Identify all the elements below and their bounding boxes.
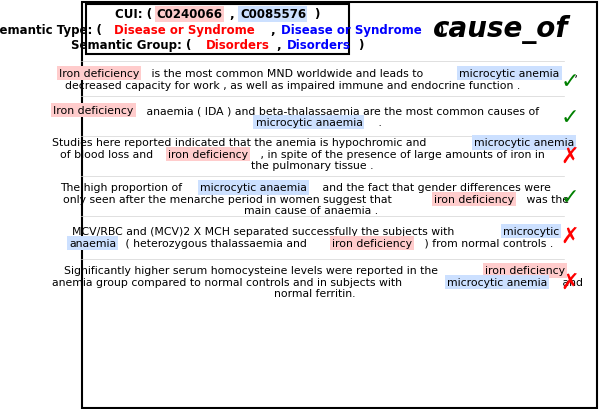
Text: iron deficiency: iron deficiency [332, 238, 412, 248]
Text: was the: was the [523, 195, 569, 204]
Text: the pulmonary tissue .: the pulmonary tissue . [251, 161, 373, 171]
Text: microcytic anaemia: microcytic anaemia [200, 183, 307, 193]
Text: ✗: ✗ [560, 227, 579, 246]
Text: microcytic anemia: microcytic anemia [474, 138, 574, 148]
Text: Significantly higher serum homocysteine levels were reported in the: Significantly higher serum homocysteine … [64, 266, 441, 276]
FancyBboxPatch shape [86, 5, 349, 55]
Text: Iron deficiency: Iron deficiency [53, 106, 133, 116]
Text: anaemia: anaemia [69, 238, 116, 248]
Text: Iron deficiency: Iron deficiency [59, 69, 139, 79]
Text: .: . [375, 117, 382, 128]
Text: Studies here reported indicated that the anemia is hypochromic and: Studies here reported indicated that the… [52, 138, 430, 148]
Text: Semantic Type: (: Semantic Type: ( [0, 24, 101, 37]
Text: ✗: ✗ [560, 147, 579, 166]
Text: CUI: (: CUI: ( [115, 9, 152, 21]
Text: iron deficiency: iron deficiency [485, 266, 565, 276]
Text: of blood loss and: of blood loss and [60, 150, 157, 160]
Text: ,: , [271, 24, 280, 37]
Text: The high proportion of: The high proportion of [60, 183, 185, 193]
Text: Disease or Syndrome: Disease or Syndrome [281, 24, 422, 37]
Text: iron deficiency: iron deficiency [434, 195, 514, 204]
Text: Semantic Group: (: Semantic Group: ( [71, 39, 191, 52]
Text: ( heterozygous thalassaemia and: ( heterozygous thalassaemia and [122, 238, 310, 248]
Text: MCV/RBC and (MCV)2 X MCH separated successfully the subjects with: MCV/RBC and (MCV)2 X MCH separated succe… [73, 227, 458, 237]
Text: is the most common MND worldwide and leads to: is the most common MND worldwide and lea… [148, 69, 427, 79]
Text: and the fact that gender differences were: and the fact that gender differences wer… [319, 183, 551, 193]
Text: decreased capacity for work , as well as impaired immune and endocrine function : decreased capacity for work , as well as… [65, 81, 520, 90]
Text: ): ) [358, 39, 363, 52]
Text: ✗: ✗ [560, 272, 579, 292]
Text: anemia group compared to normal controls and in subjects with: anemia group compared to normal controls… [52, 277, 406, 287]
Text: ,: , [230, 9, 239, 21]
Text: Disorders: Disorders [205, 39, 269, 52]
Text: ✓: ✓ [560, 188, 579, 207]
Text: ✓: ✓ [560, 72, 579, 92]
Text: ): ) [438, 24, 443, 37]
Text: iron deficiency: iron deficiency [168, 150, 248, 160]
Text: cause_of: cause_of [433, 16, 568, 45]
Text: ): ) [314, 9, 319, 21]
Text: Disease or Syndrome: Disease or Syndrome [115, 24, 255, 37]
Text: microcytic anaemia: microcytic anaemia [256, 117, 362, 128]
Text: anaemia ( IDA ) and beta-thalassaemia are the most common causes of: anaemia ( IDA ) and beta-thalassaemia ar… [143, 106, 539, 116]
Text: ,: , [571, 69, 578, 79]
Text: main cause of anaemia .: main cause of anaemia . [244, 206, 378, 216]
Text: C0240066: C0240066 [157, 9, 223, 21]
Text: C0085576: C0085576 [240, 9, 306, 21]
Text: and: and [559, 277, 583, 287]
Text: ) from normal controls .: ) from normal controls . [421, 238, 553, 248]
Text: ✓: ✓ [560, 108, 579, 128]
Text: microcytic anemia: microcytic anemia [460, 69, 560, 79]
Text: , in spite of the presence of large amounts of iron in: , in spite of the presence of large amou… [257, 150, 545, 160]
Text: microcytic anemia: microcytic anemia [447, 277, 547, 287]
Text: ,: , [277, 39, 286, 52]
Text: Disorders: Disorders [286, 39, 350, 52]
Text: microcytic: microcytic [503, 227, 559, 237]
Text: only seen after the menarche period in women suggest that: only seen after the menarche period in w… [64, 195, 395, 204]
Text: normal ferritin.: normal ferritin. [274, 289, 355, 299]
